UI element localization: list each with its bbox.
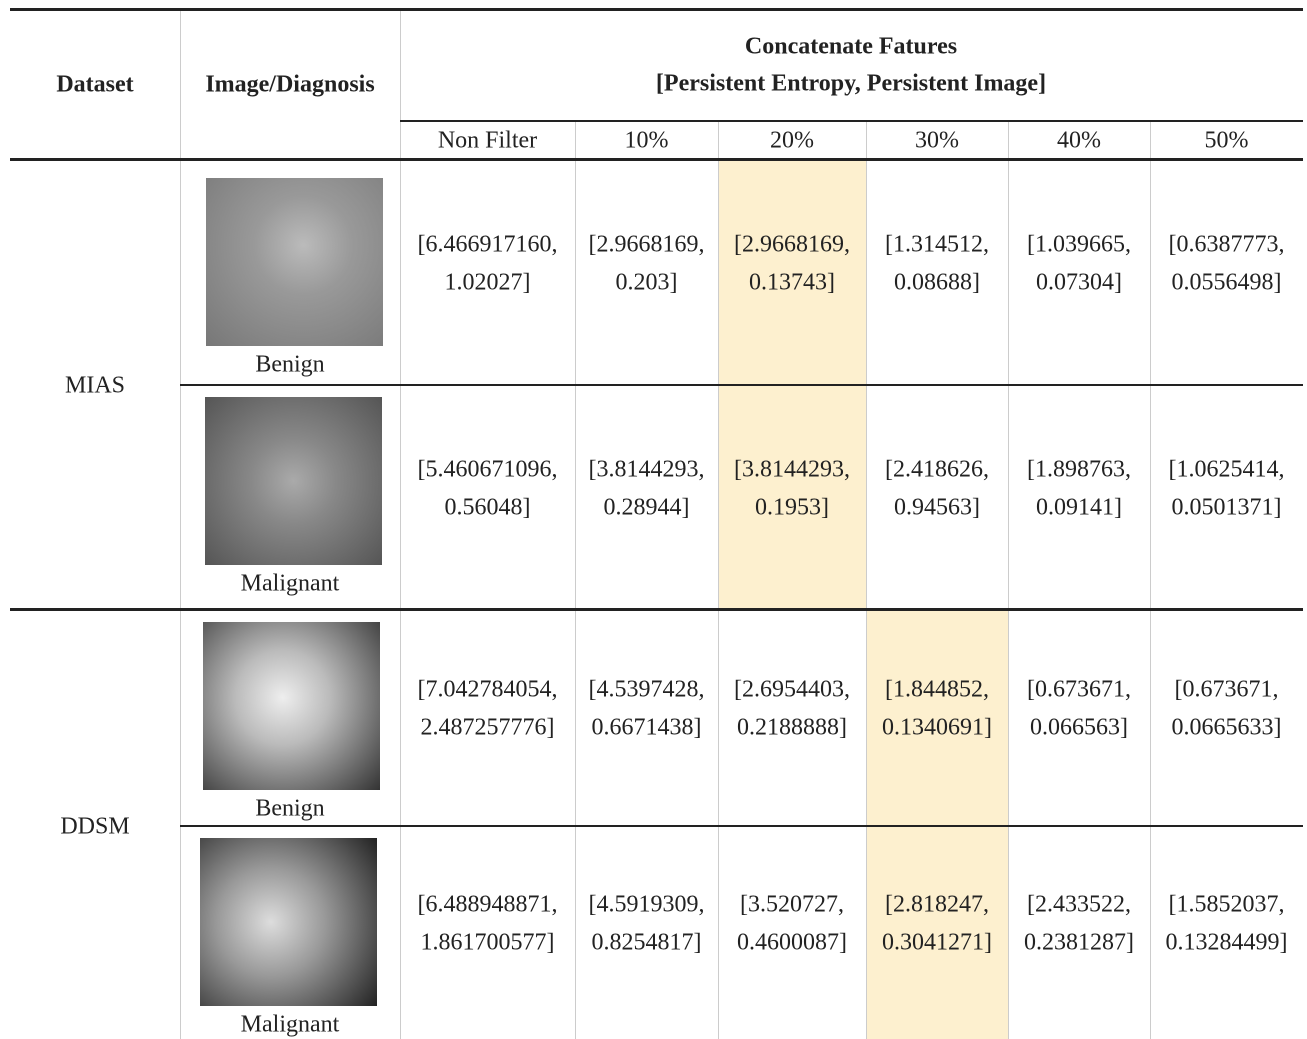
value-cell: [2.6954403,: [734, 677, 850, 704]
table: Dataset Image/Diagnosis Concatenate Fature…: [0, 0, 1307, 1039]
value-cell: 0.2188888]: [737, 715, 847, 742]
value-cell: 0.1340691]: [882, 715, 992, 742]
value-cell: 0.09141]: [1036, 494, 1122, 521]
value-cell: [2.433522,: [1027, 891, 1131, 918]
value-cell: 0.0501371]: [1172, 494, 1282, 521]
column-header: 10%: [625, 128, 669, 155]
value-cell: [2.9668169,: [589, 231, 705, 258]
column-header: 50%: [1205, 128, 1249, 155]
diagnosis: Malignant: [241, 571, 340, 598]
row-rule: [10, 158, 1303, 161]
group-title: Concatenate Fatures: [745, 34, 957, 61]
value-cell: [1.039665,: [1027, 231, 1131, 258]
column-rule: [1008, 120, 1009, 1039]
value-cell: [0.673671,: [1175, 677, 1279, 704]
value-cell: 0.94563]: [894, 494, 980, 521]
group-title: [Persistent Entropy, Persistent Image]: [656, 71, 1046, 98]
value-cell: [1.898763,: [1027, 456, 1131, 483]
value-cell: [4.5397428,: [589, 677, 705, 704]
value-cell: 0.0665633]: [1172, 715, 1282, 742]
value-cell: 1.02027]: [445, 269, 531, 296]
column-rule: [1150, 120, 1151, 1039]
value-cell: 1.861700577]: [421, 929, 555, 956]
value-cell: 0.08688]: [894, 269, 980, 296]
thumbnail: [203, 622, 380, 790]
value-cell: 0.6671438]: [592, 715, 702, 742]
value-cell: [6.488948871,: [418, 891, 558, 918]
dataset-name: MIAS: [65, 373, 125, 400]
value-cell: [2.418626,: [885, 456, 989, 483]
value-cell: [0.673671,: [1027, 677, 1131, 704]
column-header: 30%: [915, 128, 959, 155]
diagnosis: Benign: [255, 796, 324, 823]
thumbnail: [205, 397, 382, 565]
diagnosis: Benign: [255, 352, 324, 379]
column-rule: [575, 120, 576, 1039]
value-cell: 2.487257776]: [421, 715, 555, 742]
row-rule: [10, 608, 1303, 611]
column-rule: [400, 10, 401, 1039]
value-cell: 0.4600087]: [737, 929, 847, 956]
column-rule: [180, 10, 181, 1039]
value-cell: [1.5852037,: [1169, 891, 1285, 918]
value-cell: 0.13284499]: [1166, 929, 1288, 956]
thumbnail: [206, 178, 383, 346]
value-cell: [7.042784054,: [418, 677, 558, 704]
value-cell: 0.07304]: [1036, 269, 1122, 296]
value-cell: [3.8144293,: [589, 456, 705, 483]
thumbnail: [200, 838, 377, 1006]
value-cell: [3.520727,: [740, 891, 844, 918]
value-cell: [0.6387773,: [1169, 231, 1285, 258]
value-cell: 0.1953]: [755, 494, 829, 521]
column-rule: [866, 120, 867, 1039]
value-cell: 0.28944]: [604, 494, 690, 521]
value-cell: [1.314512,: [885, 231, 989, 258]
value-cell: 0.8254817]: [592, 929, 702, 956]
value-cell: [6.466917160,: [418, 231, 558, 258]
value-cell: 0.2381287]: [1024, 929, 1134, 956]
diagnosis: Malignant: [241, 1012, 340, 1039]
column-header: Non Filter: [438, 128, 537, 155]
header-cell: Image/Diagnosis: [205, 72, 374, 99]
value-cell: [2.9668169,: [734, 231, 850, 258]
column-header: 40%: [1057, 128, 1101, 155]
value-cell: [1.0625414,: [1169, 456, 1285, 483]
value-cell: [3.8144293,: [734, 456, 850, 483]
value-cell: [1.844852,: [885, 677, 989, 704]
value-cell: 0.3041271]: [882, 929, 992, 956]
value-cell: 0.13743]: [749, 269, 835, 296]
header-cell: Dataset: [56, 72, 133, 99]
value-cell: 0.203]: [616, 269, 678, 296]
dataset-name: DDSM: [60, 814, 129, 841]
value-cell: [5.460671096,: [418, 456, 558, 483]
column-header: 20%: [770, 128, 814, 155]
value-cell: 0.066563]: [1030, 715, 1128, 742]
value-cell: [2.818247,: [885, 891, 989, 918]
row-rule: [400, 120, 1303, 122]
value-cell: [4.5919309,: [589, 891, 705, 918]
value-cell: 0.56048]: [445, 494, 531, 521]
row-rule: [10, 8, 1303, 11]
value-cell: 0.0556498]: [1172, 269, 1282, 296]
row-rule: [180, 384, 1303, 386]
row-rule: [180, 825, 1303, 827]
column-rule: [718, 120, 719, 1039]
